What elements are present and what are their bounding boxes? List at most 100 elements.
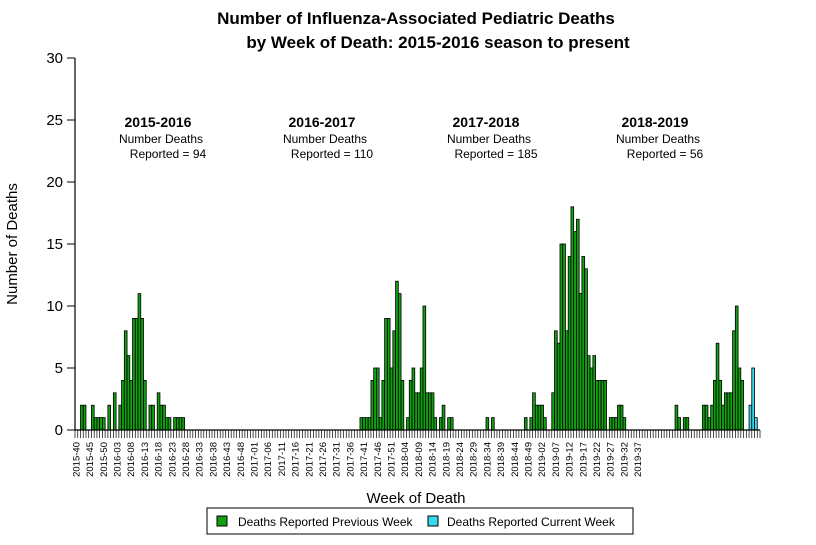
bar-previous-week (93, 417, 98, 431)
bar-previous-week (381, 379, 386, 431)
bar-previous-week (562, 243, 566, 431)
y-tick-label: 5 (55, 360, 63, 377)
x-tick-label: 2019-12 (565, 442, 576, 477)
bar-previous-week (682, 417, 687, 431)
season-subtitle: Number Deaths (119, 132, 203, 146)
x-tick-label: 2018-14 (428, 442, 439, 477)
season-label: 2017-2018 (453, 114, 520, 130)
legend-swatch-previous (216, 515, 228, 527)
bar-previous-week (677, 417, 681, 431)
x-tick-label: 2018-04 (400, 442, 411, 477)
bar-previous-week (534, 404, 539, 431)
bar-previous-week (140, 317, 144, 431)
x-tick-label: 2018-24 (455, 442, 466, 477)
season-subtitle: Number Deaths (283, 132, 367, 146)
x-tick-label: 2016-48 (236, 442, 247, 477)
y-tick-label: 0 (55, 422, 63, 439)
bar-previous-week (156, 392, 161, 431)
bar-previous-week (589, 367, 594, 431)
x-tick-label: 2017-11 (277, 442, 288, 476)
bar-previous-week (359, 417, 364, 431)
bar-previous-week (674, 404, 679, 431)
season-count: Reported = 185 (454, 147, 537, 161)
bar-previous-week (411, 367, 416, 431)
bar-previous-week (129, 379, 133, 431)
bar-previous-week (685, 417, 690, 431)
x-tick-label: 2016-08 (126, 442, 137, 477)
bar-previous-week (540, 404, 544, 431)
y-tick-label: 10 (46, 298, 63, 315)
bar-previous-week (392, 330, 396, 431)
bar-previous-week (102, 417, 106, 431)
bar-previous-week (441, 404, 446, 431)
bar-previous-week (554, 330, 558, 431)
chart-title-line2: by Week of Death: 2015-2016 season to pr… (246, 33, 630, 52)
x-tick-label: 2019-07 (551, 442, 562, 477)
bar-previous-week (734, 305, 739, 431)
bar-previous-week (532, 392, 536, 431)
bar-previous-week (713, 379, 717, 431)
bar-previous-week (365, 417, 369, 431)
x-tick-label: 2016-38 (208, 442, 219, 477)
bar-previous-week (397, 293, 402, 431)
bar-previous-week (603, 379, 607, 431)
bar-previous-week (597, 379, 602, 431)
x-tick-label: 2019-17 (578, 442, 589, 477)
bar-previous-week (740, 379, 744, 431)
bar-previous-week (439, 417, 443, 431)
bar-previous-week (433, 417, 438, 431)
x-tick-label: 2017-46 (373, 442, 384, 477)
bar-previous-week (529, 417, 533, 431)
x-tick-label: 2018-39 (496, 442, 507, 477)
bar-current-week (754, 417, 758, 431)
bar-previous-week (80, 404, 84, 431)
x-tick-label: 2019-02 (537, 442, 548, 477)
x-tick-label: 2018-09 (414, 442, 425, 477)
bar-previous-week (737, 367, 742, 431)
x-axis-label: Week of Death (367, 490, 466, 507)
bar-previous-week (586, 355, 591, 431)
bar-previous-week (710, 404, 714, 431)
bar-previous-week (159, 404, 164, 431)
bar-previous-week (485, 417, 490, 431)
x-tick-label: 2016-33 (195, 442, 206, 477)
bar-previous-week (82, 404, 87, 431)
season-subtitle: Number Deaths (616, 132, 700, 146)
chart-title-line1: Number of Influenza-Associated Pediatric… (217, 9, 615, 28)
y-tick-label: 30 (46, 50, 63, 67)
bar-previous-week (126, 355, 131, 431)
bar-previous-week (162, 404, 166, 431)
bars-group (80, 206, 758, 431)
x-tick-label: 2016-18 (154, 442, 165, 477)
bar-previous-week (600, 379, 605, 431)
bar-current-week (751, 367, 755, 431)
bar-current-week (748, 404, 753, 431)
x-tick-label: 2017-21 (304, 442, 315, 477)
bar-previous-week (611, 417, 616, 431)
season-count: Reported = 94 (130, 147, 207, 161)
bar-previous-week (576, 218, 580, 431)
x-tick-label: 2017-51 (386, 442, 397, 477)
bar-previous-week (386, 317, 391, 431)
legend-label-previous: Deaths Reported Previous Week (238, 515, 414, 529)
season-label: 2015-2016 (125, 114, 192, 130)
bar-previous-week (118, 404, 122, 431)
bar-previous-week (370, 379, 375, 431)
x-tick-label: 2017-06 (263, 442, 274, 477)
bar-previous-week (123, 330, 128, 431)
bar-previous-week (581, 255, 586, 431)
x-tick-label: 2019-37 (633, 442, 644, 477)
bar-previous-week (565, 330, 569, 431)
bar-previous-week (578, 293, 583, 431)
bar-previous-week (556, 342, 561, 431)
bar-previous-week (614, 417, 618, 431)
bar-previous-week (715, 342, 720, 431)
bar-previous-week (523, 417, 528, 431)
bar-previous-week (175, 417, 180, 431)
bar-previous-week (362, 417, 366, 431)
x-tick-label: 2018-49 (523, 442, 534, 477)
bar-previous-week (595, 379, 599, 431)
x-tick-label: 2019-27 (606, 442, 617, 477)
x-tick-label: 2017-01 (249, 442, 260, 477)
